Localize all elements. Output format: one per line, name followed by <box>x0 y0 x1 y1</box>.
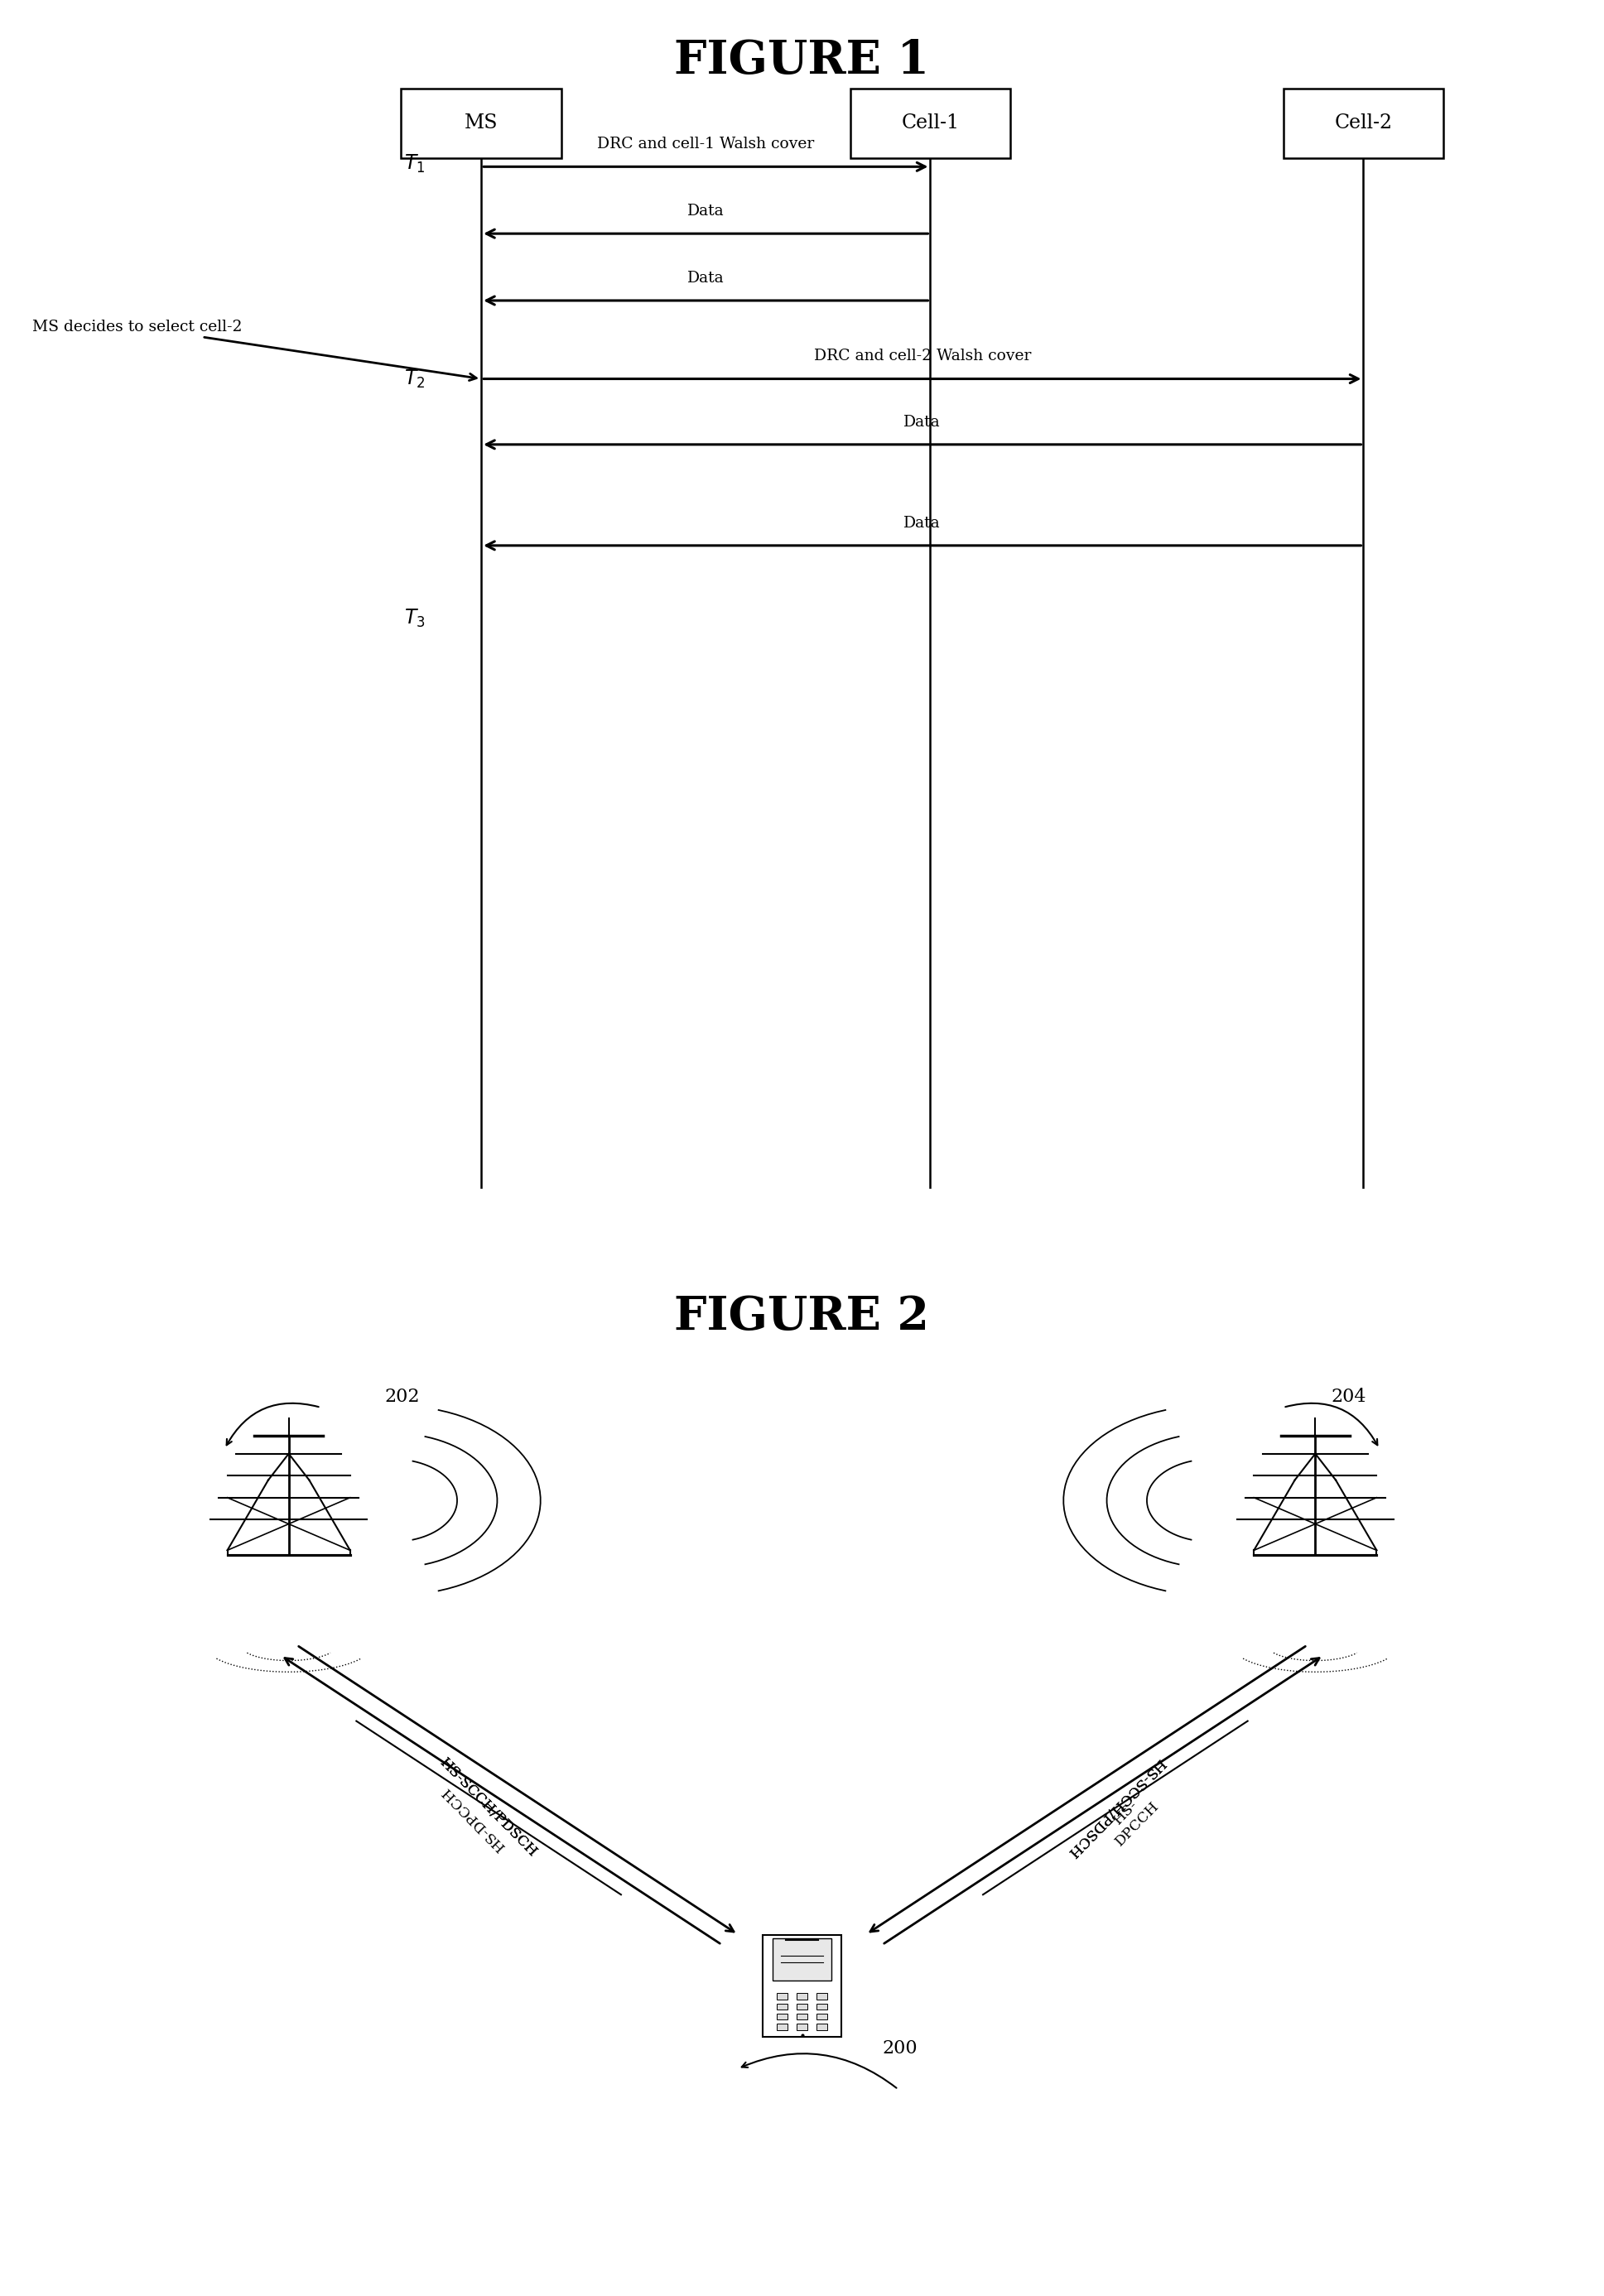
Text: 200: 200 <box>882 2039 917 2057</box>
Bar <box>850 90 1011 158</box>
Text: $T_3$: $T_3$ <box>404 608 425 629</box>
Text: HS-SCCH/PDSCH: HS-SCCH/PDSCH <box>438 1756 541 1860</box>
Text: HS-SCCH/PDSCH: HS-SCCH/PDSCH <box>1063 1756 1166 1860</box>
Bar <box>816 2004 828 2009</box>
Bar <box>776 2023 788 2030</box>
Text: HS-SCCH/PDSCH: HS-SCCH/PDSCH <box>438 1756 541 1860</box>
Bar <box>776 2014 788 2020</box>
Bar <box>762 1936 842 2037</box>
Bar <box>797 2014 807 2020</box>
Text: Cell-1: Cell-1 <box>901 113 959 133</box>
Text: DRC and cell-1 Walsh cover: DRC and cell-1 Walsh cover <box>597 138 815 152</box>
Text: DRC and cell-2 Walsh cover: DRC and cell-2 Walsh cover <box>813 349 1031 363</box>
Text: Data: Data <box>687 204 725 218</box>
Text: HS-
DPCCH: HS- DPCCH <box>1100 1789 1161 1848</box>
Text: Cell-2: Cell-2 <box>1335 113 1392 133</box>
Bar <box>776 2004 788 2009</box>
Bar <box>816 2014 828 2020</box>
Bar <box>797 2004 807 2009</box>
Bar <box>772 1938 832 1981</box>
Bar <box>1283 90 1444 158</box>
Text: HS-SCCH/PDSCH: HS-SCCH/PDSCH <box>1063 1756 1166 1860</box>
Text: 204: 204 <box>1331 1389 1367 1405</box>
Text: $T_2$: $T_2$ <box>404 367 425 390</box>
Bar <box>797 2023 807 2030</box>
Text: HS-DPCCH: HS-DPCCH <box>438 1784 507 1853</box>
Text: MS: MS <box>465 113 497 133</box>
Bar <box>776 1993 788 2000</box>
Bar <box>401 90 561 158</box>
Text: $T_1$: $T_1$ <box>404 154 425 174</box>
Text: MS decides to select cell-2: MS decides to select cell-2 <box>32 319 476 381</box>
Text: FIGURE 1: FIGURE 1 <box>674 37 930 83</box>
Text: FIGURE 2: FIGURE 2 <box>674 1293 930 1339</box>
Bar <box>816 1993 828 2000</box>
Bar <box>797 1993 807 2000</box>
Bar <box>816 2023 828 2030</box>
Text: 202: 202 <box>385 1389 420 1405</box>
Text: Data: Data <box>687 271 725 285</box>
Text: Data: Data <box>903 517 942 530</box>
Text: Data: Data <box>903 416 942 429</box>
